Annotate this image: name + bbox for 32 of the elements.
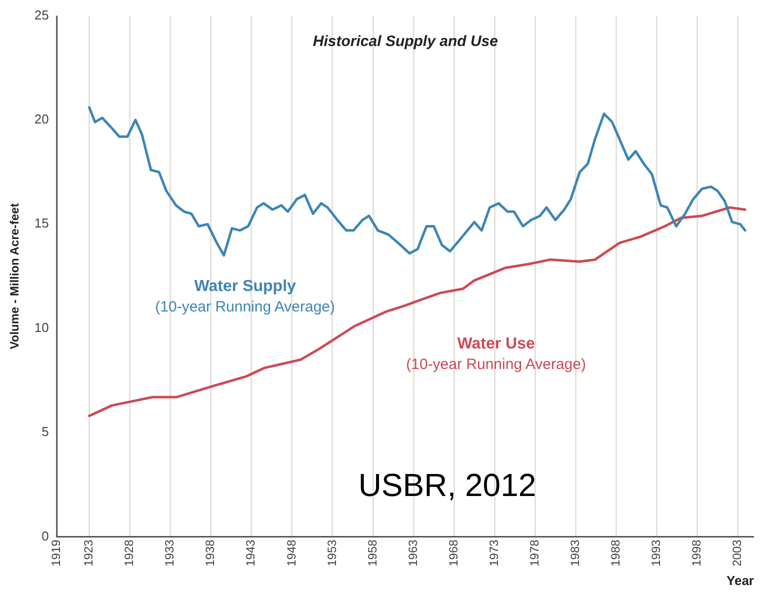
- annotation: USBR, 2012: [358, 467, 536, 504]
- y-axis-title: Volume - Million Acre-feet: [8, 203, 22, 350]
- annotation: (10-year Running Average): [155, 298, 336, 316]
- annotation: (10-year Running Average): [406, 356, 586, 373]
- x-tick-label: 1933: [162, 539, 177, 566]
- y-tick-label: 25: [34, 7, 49, 22]
- x-tick-label: 1968: [446, 539, 460, 566]
- x-tick-label: 1948: [284, 539, 298, 566]
- y-tick-label: 5: [42, 424, 49, 440]
- text: Historical Supply and Use: [312, 32, 498, 50]
- x-tick-label: 1998: [690, 539, 704, 566]
- x-tick-label: 1928: [122, 539, 136, 566]
- x-tick-label: 1988: [608, 539, 623, 566]
- x-tick-label: 1973: [486, 539, 501, 566]
- x-tick-label: 1958: [365, 539, 380, 566]
- y-tick-label: 15: [34, 216, 49, 231]
- x-tick-label: 2003: [730, 539, 744, 566]
- x-tick-label: 1943: [244, 539, 258, 566]
- y-tick-label: 0: [42, 528, 49, 544]
- x-tick-label: 1919: [49, 539, 64, 566]
- x-tick-label: 1978: [527, 539, 542, 566]
- text: Water Supply: [194, 278, 296, 296]
- x-tick-label: 1963: [406, 539, 420, 566]
- x-tick-label: 1983: [568, 539, 582, 566]
- y-tick-label: 10: [34, 320, 49, 335]
- y-tick-label: 20: [34, 112, 49, 127]
- x-tick-label: 1938: [203, 539, 218, 566]
- text: Water Use: [457, 335, 535, 352]
- x-tick-label: 1923: [82, 539, 96, 566]
- x-tick-label: 1953: [324, 539, 339, 566]
- x-tick-label: 1993: [649, 539, 664, 566]
- x-axis-title: Year: [726, 572, 754, 588]
